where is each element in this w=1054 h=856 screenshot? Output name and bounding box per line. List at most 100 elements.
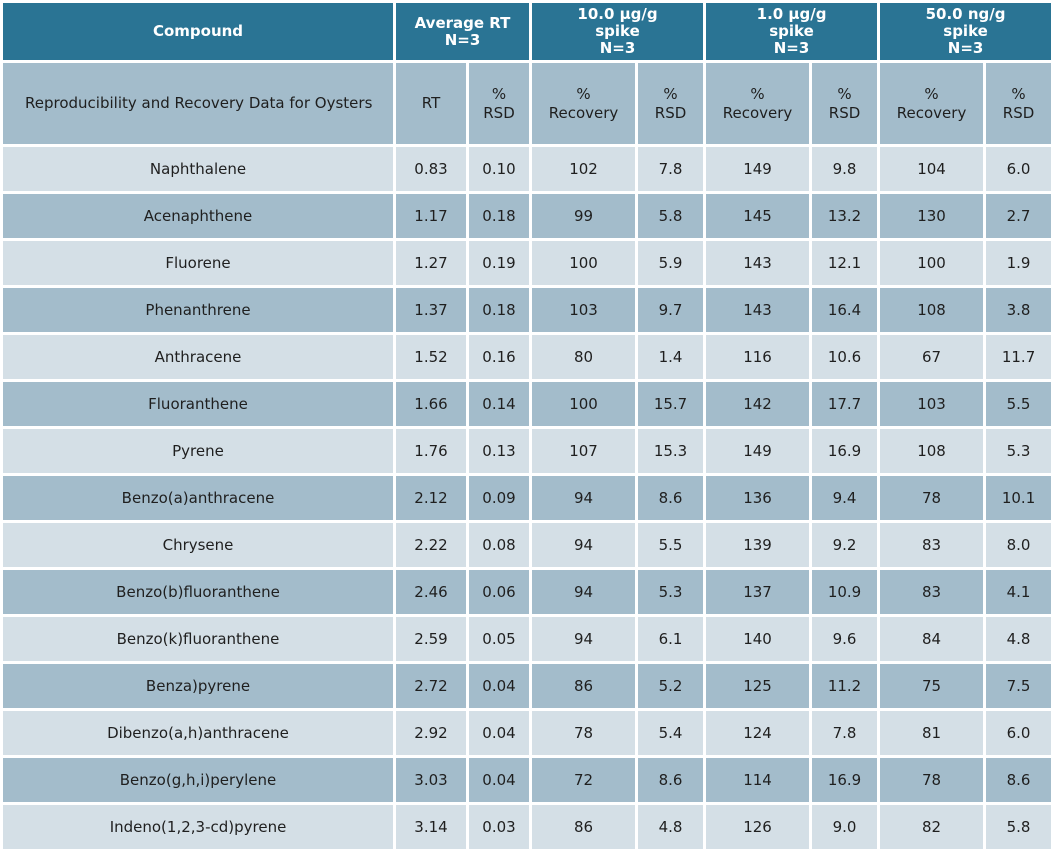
compound-header: Compound [3, 3, 393, 60]
spike-50-recovery-cell: 83 [880, 523, 984, 567]
rt-rsd-cell: 0.04 [469, 664, 530, 708]
spike-50-recovery-cell: 83 [880, 570, 984, 614]
table-description: Reproducibility and Recovery Data for Oy… [3, 63, 393, 144]
column-header-row: Reproducibility and Recovery Data for Oy… [3, 63, 1052, 144]
spike-1-rsd-cell: 16.4 [812, 288, 878, 332]
spike-1-recovery-cell: 137 [706, 570, 810, 614]
spike-1-rsd-cell: 16.9 [812, 758, 878, 802]
rt-rsd-cell: 0.16 [469, 335, 530, 379]
spike-50-rsd-cell: 3.8 [986, 288, 1052, 332]
table-row: Dibenzo(a,h)anthracene 2.92 0.04 78 5.4 124 7.… [3, 711, 1052, 755]
spike-10-recovery-cell: 94 [532, 617, 636, 661]
spike-50-recovery-cell: 104 [880, 147, 984, 191]
compound-cell: Fluorene [3, 241, 393, 285]
rt-cell: 3.03 [396, 758, 466, 802]
rt-rsd-cell: 0.06 [469, 570, 530, 614]
table-row: Benzo(b)fluoranthene 2.46 0.06 94 5.3 137 10.9… [3, 570, 1052, 614]
spike-10-recovery-cell: 78 [532, 711, 636, 755]
spike-50-rsd-cell: 5.8 [986, 805, 1052, 849]
spike-50-rsd-cell: 11.7 [986, 335, 1052, 379]
compound-cell: Benzo(a)anthracene [3, 476, 393, 520]
spike-50-rsd-cell: 10.1 [986, 476, 1052, 520]
spike-50-rsd-cell: 2.7 [986, 194, 1052, 238]
rt-cell: 3.14 [396, 805, 466, 849]
spike-50-rsd-cell: 5.5 [986, 382, 1052, 426]
spike-50-header: 50.0 ng/g spike N=3 [880, 3, 1052, 60]
spike-10-rsd-cell: 1.4 [638, 335, 704, 379]
spike-50-rsd-cell: 6.0 [986, 147, 1052, 191]
compound-cell: Phenanthrene [3, 288, 393, 332]
spike-10-recovery-cell: 100 [532, 382, 636, 426]
table-row: Fluoranthene 1.66 0.14 100 15.7 142 17.7 103 5.5 [3, 382, 1052, 426]
spike-1-recovery-cell: 142 [706, 382, 810, 426]
compound-cell: Acenaphthene [3, 194, 393, 238]
spike-1-recovery-column-header: % Recovery [706, 63, 810, 144]
spike-10-recovery-cell: 100 [532, 241, 636, 285]
spike-50-recovery-cell: 100 [880, 241, 984, 285]
spike-50-recovery-cell: 84 [880, 617, 984, 661]
spike-50-recovery-cell: 67 [880, 335, 984, 379]
rt-rsd-cell: 0.09 [469, 476, 530, 520]
spike-1-rsd-cell: 7.8 [812, 711, 878, 755]
rt-rsd-cell: 0.05 [469, 617, 530, 661]
spike-1-rsd-cell: 9.8 [812, 147, 878, 191]
rt-cell: 1.17 [396, 194, 466, 238]
spike-50-recovery-cell: 108 [880, 429, 984, 473]
rt-rsd-cell: 0.18 [469, 288, 530, 332]
table-row: Fluorene 1.27 0.19 100 5.9 143 12.1 100 1.9 [3, 241, 1052, 285]
rt-rsd-cell: 0.04 [469, 711, 530, 755]
spike-10-rsd-cell: 7.8 [638, 147, 704, 191]
rt-column-header: RT [396, 63, 466, 144]
table-row: Benzo(a)anthracene 2.12 0.09 94 8.6 136 9.4 78 1… [3, 476, 1052, 520]
compound-cell: Benzo(g,h,i)perylene [3, 758, 393, 802]
rt-cell: 2.22 [396, 523, 466, 567]
spike-1-header: 1.0 µg/g spike N=3 [706, 3, 878, 60]
table-body: Naphthalene 0.83 0.10 102 7.8 149 9.8 104 6.0 Ace… [3, 147, 1052, 849]
spike-10-recovery-cell: 94 [532, 523, 636, 567]
spike-50-rsd-cell: 4.8 [986, 617, 1052, 661]
rt-rsd-cell: 0.13 [469, 429, 530, 473]
spike-1-recovery-cell: 136 [706, 476, 810, 520]
spike-10-rsd-cell: 5.3 [638, 570, 704, 614]
spike-1-rsd-cell: 9.6 [812, 617, 878, 661]
spike-1-recovery-cell: 149 [706, 147, 810, 191]
spike-1-recovery-cell: 124 [706, 711, 810, 755]
rt-rsd-column-header: % RSD [469, 63, 530, 144]
spike-10-recovery-cell: 99 [532, 194, 636, 238]
spike-50-recovery-cell: 78 [880, 476, 984, 520]
spike-50-rsd-cell: 5.3 [986, 429, 1052, 473]
spike-10-recovery-cell: 72 [532, 758, 636, 802]
spike-50-rsd-cell: 7.5 [986, 664, 1052, 708]
spike-1-rsd-cell: 16.9 [812, 429, 878, 473]
table-row: Phenanthrene 1.37 0.18 103 9.7 143 16.4 108 3.8 [3, 288, 1052, 332]
spike-50-rsd-cell: 8.0 [986, 523, 1052, 567]
table-row: Naphthalene 0.83 0.10 102 7.8 149 9.8 104 6.0 [3, 147, 1052, 191]
spike-50-recovery-cell: 75 [880, 664, 984, 708]
spike-50-recovery-column-header: % Recovery [880, 63, 984, 144]
spike-10-rsd-cell: 5.9 [638, 241, 704, 285]
compound-cell: Fluoranthene [3, 382, 393, 426]
spike-50-recovery-cell: 78 [880, 758, 984, 802]
spike-1-recovery-cell: 145 [706, 194, 810, 238]
rt-cell: 2.72 [396, 664, 466, 708]
spike-50-rsd-cell: 8.6 [986, 758, 1052, 802]
spike-10-recovery-cell: 94 [532, 570, 636, 614]
spike-1-rsd-column-header: % RSD [812, 63, 878, 144]
rt-cell: 2.12 [396, 476, 466, 520]
spike-50-recovery-cell: 82 [880, 805, 984, 849]
spike-10-header: 10.0 µg/g spike N=3 [532, 3, 704, 60]
table-row: Pyrene 1.76 0.13 107 15.3 149 16.9 108 5.3 [3, 429, 1052, 473]
spike-10-recovery-cell: 103 [532, 288, 636, 332]
spike-10-recovery-cell: 80 [532, 335, 636, 379]
spike-50-rsd-cell: 1.9 [986, 241, 1052, 285]
rt-rsd-cell: 0.10 [469, 147, 530, 191]
spike-1-recovery-cell: 116 [706, 335, 810, 379]
spike-10-rsd-cell: 9.7 [638, 288, 704, 332]
spike-50-recovery-cell: 108 [880, 288, 984, 332]
spike-1-rsd-cell: 13.2 [812, 194, 878, 238]
spike-1-recovery-cell: 143 [706, 241, 810, 285]
spike-50-recovery-cell: 103 [880, 382, 984, 426]
spike-10-recovery-cell: 94 [532, 476, 636, 520]
rt-cell: 1.37 [396, 288, 466, 332]
